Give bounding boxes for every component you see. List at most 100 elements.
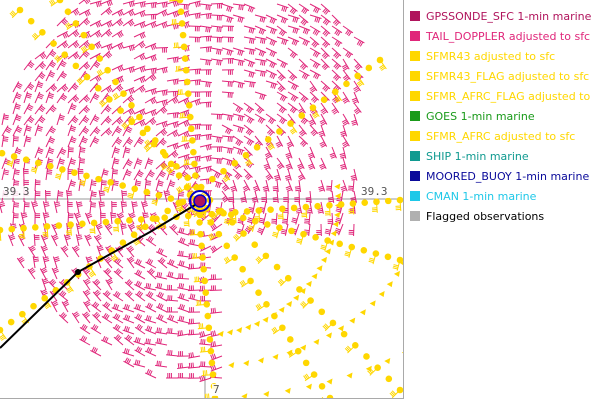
tail-doppler-barb-flag xyxy=(135,184,141,187)
sfmr-dot xyxy=(190,148,197,156)
tail-doppler-barb-flag xyxy=(84,96,89,102)
tail-doppler-barb xyxy=(155,331,168,335)
tail-doppler-barb-flag xyxy=(183,99,187,105)
tail-doppler-barb-flag xyxy=(160,249,164,255)
tail-doppler-barb-flag xyxy=(261,17,264,23)
sfmr-barb xyxy=(66,22,77,31)
tail-doppler-barb-flag xyxy=(217,49,220,55)
map-panel[interactable]: 39.3 39.3 7 xyxy=(0,0,404,399)
tail-doppler-barb-flag xyxy=(136,359,139,366)
legend-item[interactable]: GPSSONDE_SFC 1-min marine xyxy=(410,8,600,24)
tail-doppler-barb-flag xyxy=(129,248,135,253)
sfmr-triangle xyxy=(293,294,300,301)
tail-doppler-barb-flag xyxy=(16,93,22,96)
tail-doppler-barb-flag xyxy=(40,72,46,77)
tail-doppler-barb xyxy=(353,36,365,44)
tail-doppler-barb-flag xyxy=(27,64,33,69)
sfmr-triangle xyxy=(286,301,293,308)
legend-item[interactable]: SFMR_AFRC adjusted to sfc xyxy=(410,128,600,144)
tail-doppler-barb-flag xyxy=(116,21,121,27)
tail-doppler-barb-flag xyxy=(13,204,19,206)
tail-doppler-barb-flag xyxy=(95,32,99,38)
latitude-label-right: 39.3 xyxy=(360,185,389,198)
tail-doppler-barb xyxy=(287,179,293,192)
tail-doppler-barb-flag xyxy=(272,186,278,188)
tail-doppler-barb-flag xyxy=(120,65,124,71)
tail-doppler-barb-flag xyxy=(107,259,112,264)
tail-doppler-barb-flag xyxy=(266,175,272,180)
tail-doppler-barb-flag xyxy=(26,125,32,128)
tail-doppler-barb-flag xyxy=(162,2,164,8)
legend-item[interactable]: TAIL_DOPPLER adjusted to sfc xyxy=(410,28,600,44)
tail-doppler-barb-flag xyxy=(285,185,291,189)
tail-doppler-barb-flag xyxy=(248,130,253,136)
tail-doppler-barb-flag xyxy=(43,214,49,217)
tail-doppler-barb-flag xyxy=(345,51,349,57)
legend-item[interactable]: GOES 1-min marine xyxy=(410,108,600,124)
tail-doppler-barb-flag xyxy=(160,293,164,299)
tail-doppler-barb-flag xyxy=(73,246,79,251)
tail-doppler-barb xyxy=(198,365,212,368)
tail-doppler-barb-flag xyxy=(173,57,175,63)
legend-item[interactable]: SFMR43 adjusted to sfc xyxy=(410,48,600,64)
tail-doppler-barb-flag xyxy=(322,85,327,90)
sfmr-dot xyxy=(46,162,54,170)
tail-doppler-barb-flag xyxy=(80,149,86,151)
tail-doppler-barb xyxy=(166,129,178,137)
sfmr-barb-flag xyxy=(322,325,327,330)
tail-doppler-barb xyxy=(188,165,201,170)
tail-doppler-barb-flag xyxy=(52,105,57,110)
tail-doppler-barb-flag xyxy=(273,83,277,89)
legend-swatch xyxy=(410,31,420,41)
tail-doppler-barb-flag xyxy=(51,50,57,55)
sfmr-dot xyxy=(96,55,104,62)
tail-doppler-barb xyxy=(287,91,299,99)
sfmr-barb-flag xyxy=(10,11,15,16)
tail-doppler-barb-flag xyxy=(147,347,151,353)
tail-doppler-barb-flag xyxy=(263,38,266,44)
sfmr-triangle xyxy=(311,273,318,280)
tail-doppler-barb-flag xyxy=(98,246,104,250)
tail-doppler-barb-flag xyxy=(339,152,345,156)
legend-item[interactable]: SHIP 1-min marine xyxy=(410,148,600,164)
tail-doppler-barb-flag xyxy=(315,52,320,58)
sfmr-barb-flag xyxy=(66,23,70,29)
tail-doppler-barb-flag xyxy=(292,27,295,33)
tail-doppler-barb-flag xyxy=(182,316,185,322)
tail-doppler-barb-flag xyxy=(301,64,306,69)
legend-item[interactable]: SFMR_AFRC_FLAG adjusted to xyxy=(410,88,600,104)
tail-doppler-barb-flag xyxy=(286,187,292,191)
tail-doppler-barb-flag xyxy=(136,337,139,343)
sfmr-barb xyxy=(191,257,203,259)
tail-doppler-barb-flag xyxy=(182,203,188,208)
latitude-label-left: 39.3 xyxy=(2,185,31,198)
tail-doppler-barb-flag xyxy=(161,259,166,265)
legend-item[interactable]: MOORED_BUOY 1-min marine xyxy=(410,168,600,184)
tail-doppler-barb-flag xyxy=(309,166,315,170)
tail-doppler-barb-flag xyxy=(39,106,45,111)
tail-doppler-barb-flag xyxy=(146,180,152,182)
legend-item[interactable]: CMAN 1-min marine xyxy=(410,188,600,204)
sfmr-barb-flag xyxy=(77,78,82,83)
tail-doppler-barb xyxy=(328,223,333,236)
tail-doppler-barb-flag xyxy=(156,338,159,344)
sfmr-barb xyxy=(11,9,21,19)
sfmr-barb-flag xyxy=(178,208,184,213)
tail-doppler-barb-flag xyxy=(141,2,144,8)
legend-swatch xyxy=(410,131,420,141)
sfmr-barb xyxy=(281,208,284,220)
wind-barb-map[interactable] xyxy=(0,0,403,398)
tail-doppler-barb xyxy=(199,25,212,29)
tail-doppler-barb-flag xyxy=(340,163,346,167)
tail-doppler-barb-flag xyxy=(119,117,124,123)
tail-doppler-barb-flag xyxy=(76,201,82,204)
tail-doppler-barb-flag xyxy=(40,116,46,121)
tail-doppler-barb-flag xyxy=(150,89,154,95)
tail-doppler-barb-flag xyxy=(291,39,295,45)
tail-doppler-barb xyxy=(320,157,327,170)
tail-doppler-barb xyxy=(23,115,32,126)
legend-item[interactable]: Flagged observations xyxy=(410,208,600,224)
legend-item[interactable]: SFMR43_FLAG adjusted to sfc xyxy=(410,68,600,84)
tail-doppler-barb-flag xyxy=(136,290,141,296)
tail-doppler-barb-flag xyxy=(57,193,64,195)
